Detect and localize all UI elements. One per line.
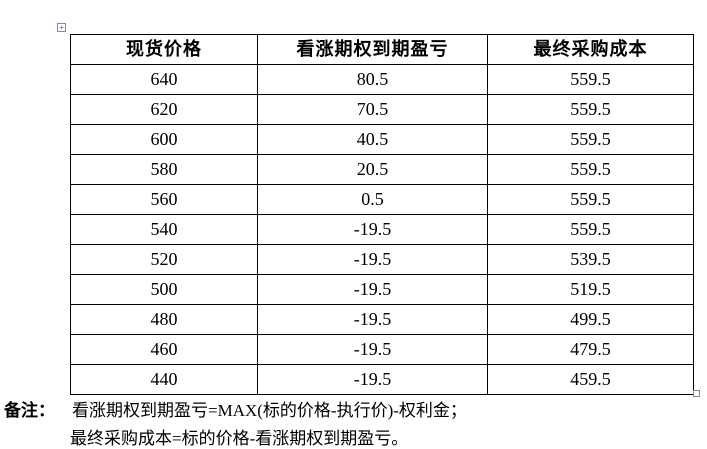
table-row: 600 40.5 559.5 xyxy=(70,124,694,155)
table-row: 460 -19.5 479.5 xyxy=(70,334,694,365)
table-move-handle[interactable]: + xyxy=(57,23,66,32)
table-cell: 20.5 xyxy=(257,154,488,185)
table-cell: 500 xyxy=(70,274,258,305)
table-row: 620 70.5 559.5 xyxy=(70,94,694,125)
table-cell: 499.5 xyxy=(487,304,694,335)
table-cell: 460 xyxy=(70,334,258,365)
header-cell: 看涨期权到期盈亏 xyxy=(257,34,488,65)
table-row: 560 0.5 559.5 xyxy=(70,184,694,215)
table-cell: -19.5 xyxy=(257,334,488,365)
note-label: 备注： xyxy=(4,401,55,420)
table-cell: -19.5 xyxy=(257,274,488,305)
table-row: 520 -19.5 539.5 xyxy=(70,244,694,275)
table-cell: 600 xyxy=(70,124,258,155)
table-cell: -19.5 xyxy=(257,364,488,395)
note-line: 最终采购成本=标的价格-看涨期权到期盈亏。 xyxy=(70,429,409,448)
table-cell: 80.5 xyxy=(257,64,488,95)
header-row: 现货价格 看涨期权到期盈亏 最终采购成本 xyxy=(70,34,694,65)
header-cell: 最终采购成本 xyxy=(487,34,694,65)
table-cell: 520 xyxy=(70,244,258,275)
table-cell: 540 xyxy=(70,214,258,245)
table-resize-handle[interactable] xyxy=(693,390,700,397)
table-cell: -19.5 xyxy=(257,244,488,275)
table-cell: 580 xyxy=(70,154,258,185)
table-cell: 559.5 xyxy=(487,214,694,245)
table-cell: 0.5 xyxy=(257,184,488,215)
note-line: 看涨期权到期盈亏=MAX(标的价格-执行价)-权利金； xyxy=(72,401,467,420)
data-table: 现货价格 看涨期权到期盈亏 最终采购成本 640 80.5 559.5 620 70.5 559… xyxy=(70,34,694,395)
table-cell: 559.5 xyxy=(487,64,694,95)
table-cell: 519.5 xyxy=(487,274,694,305)
table-cell: 560 xyxy=(70,184,258,215)
table-cell: 70.5 xyxy=(257,94,488,125)
table-row: 500 -19.5 519.5 xyxy=(70,274,694,305)
table-cell: 539.5 xyxy=(487,244,694,275)
table-cell: 480 xyxy=(70,304,258,335)
table-cell: 640 xyxy=(70,64,258,95)
table-row: 540 -19.5 559.5 xyxy=(70,214,694,245)
table-cell: -19.5 xyxy=(257,304,488,335)
table-row: 580 20.5 559.5 xyxy=(70,154,694,185)
table-cell: 620 xyxy=(70,94,258,125)
table-cell: 559.5 xyxy=(487,184,694,215)
header-cell: 现货价格 xyxy=(70,34,258,65)
table-cell: -19.5 xyxy=(257,214,488,245)
table-cell: 559.5 xyxy=(487,94,694,125)
table-row: 640 80.5 559.5 xyxy=(70,64,694,95)
table-cell: 40.5 xyxy=(257,124,488,155)
table-cell: 459.5 xyxy=(487,364,694,395)
table-cell: 559.5 xyxy=(487,154,694,185)
table-cell: 479.5 xyxy=(487,334,694,365)
table-row: 440 -19.5 459.5 xyxy=(70,364,694,395)
table-cell: 440 xyxy=(70,364,258,395)
table-row: 480 -19.5 499.5 xyxy=(70,304,694,335)
table-cell: 559.5 xyxy=(487,124,694,155)
